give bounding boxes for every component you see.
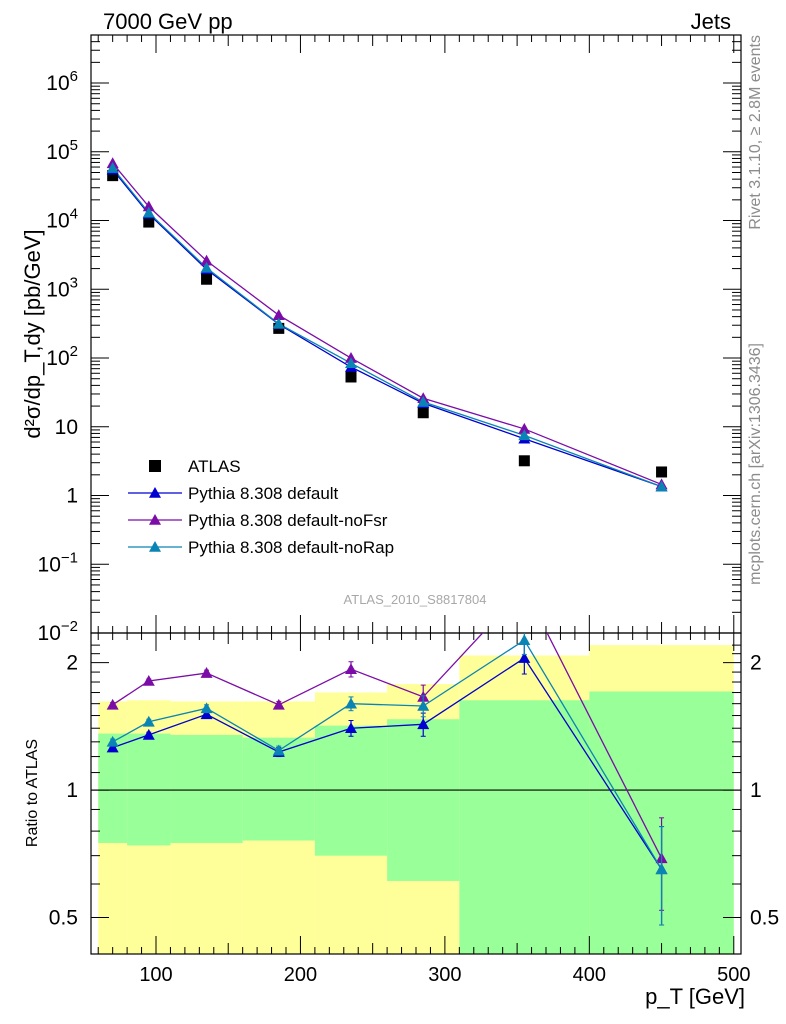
main-ylabel-text: d²σ/dp_T,dy [pb/GeV]: [20, 229, 45, 438]
ratio-ylabel: Ratio to ATLAS: [24, 739, 41, 847]
atlas-point: [107, 170, 119, 182]
ratio-point: [142, 675, 155, 686]
y-tick-label: 105: [46, 137, 78, 164]
ratio-y-tick-label-right: 1: [750, 779, 762, 802]
legend-marker: [149, 487, 161, 498]
rivet-version-label: Rivet 3.1.10, ≥ 2.8M events: [747, 35, 764, 230]
header-energy: 7000 GeV pp: [103, 9, 233, 34]
x-tick-label: 100: [139, 964, 172, 986]
ratio-y-tick-label-right: 2: [750, 652, 762, 675]
mcplots-label: mcplots.cern.ch [arXiv:1306.3436]: [747, 343, 764, 585]
atlas-point: [656, 466, 668, 478]
ratio-point: [106, 698, 119, 710]
mc-point: [200, 254, 213, 266]
ratio-line: [112, 633, 663, 859]
x-tick-label: 300: [428, 964, 461, 986]
atlas-point: [201, 273, 213, 285]
ratio-point: [518, 582, 530, 593]
ratio-point: [518, 634, 531, 645]
analysis-label: ATLAS_2010_S8817804: [344, 592, 487, 607]
mc-point: [200, 261, 213, 273]
ratio-panel: 100 200 300 400 500 0.5 0.5 1 1 2 2: [49, 582, 779, 986]
mc-point: [142, 206, 155, 218]
ratio-point: [417, 718, 430, 730]
y-tick-label: 106: [46, 68, 78, 95]
mc-point: [518, 429, 531, 441]
y-tick-label: 102: [46, 343, 78, 370]
series-line: [112, 169, 662, 488]
ratio-line: [112, 639, 663, 870]
ratio-point: [345, 663, 357, 674]
mc-point: [142, 200, 155, 212]
y-tick-label: 10−2: [38, 618, 78, 645]
mc-point: [345, 357, 357, 369]
y-tick-label: 104: [46, 206, 78, 233]
ratio-y-tick-label: 2: [66, 652, 78, 675]
band-inner-2: [170, 734, 243, 843]
legend-marker: [149, 514, 161, 525]
ratio-line: [112, 657, 663, 870]
mc-point: [518, 422, 531, 434]
ratio-y-tick-label: 0.5: [49, 907, 78, 930]
x-tick-label: 400: [573, 964, 606, 986]
x-tick-label: 500: [717, 964, 750, 986]
ratio-y-tick-label: 1: [66, 779, 78, 802]
ratio-point: [272, 698, 285, 710]
series-line: [112, 162, 662, 486]
ratio-point: [200, 708, 213, 720]
ratio-point: [106, 735, 119, 747]
series-line: [112, 167, 662, 488]
legend-label: Pythia 8.308 default-noRap: [188, 538, 394, 557]
atlas-point: [345, 371, 357, 383]
ratio-point: [106, 741, 119, 753]
x-tick-label: 200: [284, 964, 317, 986]
ratio-y-tick-label-right: 0.5: [750, 907, 779, 930]
band-inner-5: [387, 719, 460, 881]
ratio-point: [142, 728, 155, 740]
atlas-point: [143, 216, 155, 228]
mc-point: [417, 395, 430, 407]
band-inner-6: [459, 700, 590, 954]
x-axis-label: p_T [GeV]: [645, 984, 745, 1009]
main-series: [106, 157, 668, 492]
ratio-point: [518, 652, 531, 663]
header-process: Jets: [691, 9, 731, 34]
y-tick-label: 10−1: [38, 549, 78, 576]
main-ylabel: d²σ/dp_T,dy [pb/GeV]: [20, 229, 45, 438]
legend-marker-atlas: [149, 460, 161, 472]
y-tick-label: 1: [66, 485, 78, 508]
atlas-point: [518, 455, 530, 467]
ratio-point: [200, 702, 213, 714]
ratio-point: [272, 744, 285, 756]
ratio-point: [655, 863, 668, 875]
ratio-point: [345, 722, 357, 734]
legend: ATLAS Pythia 8.308 default Pythia 8.308 de…: [128, 457, 394, 557]
ratio-point: [345, 697, 357, 709]
mc-point: [272, 309, 285, 320]
ratio-point: [142, 715, 155, 727]
uncertainty-bands: [98, 645, 734, 954]
atlas-point: [417, 407, 429, 419]
y-tick-label: 10: [55, 416, 78, 439]
mc-point: [106, 162, 119, 173]
mc-point: [655, 480, 668, 492]
legend-label: ATLAS: [188, 457, 241, 476]
ratio-point: [417, 699, 430, 711]
legend-label: Pythia 8.308 default-noFsr: [188, 511, 388, 530]
ratio-series: [106, 582, 668, 926]
mc-point: [272, 317, 285, 329]
legend-label: Pythia 8.308 default: [188, 484, 339, 503]
ratio-point: [200, 667, 213, 678]
legend-marker: [149, 541, 161, 552]
y-tick-label: 103: [46, 274, 78, 301]
